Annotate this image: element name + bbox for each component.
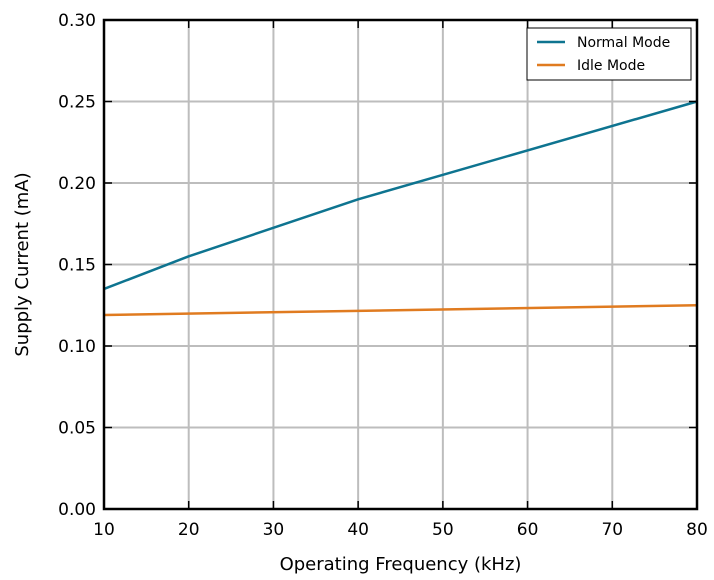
x-tick-label: 10 (93, 520, 115, 540)
y-tick-label: 0.20 (58, 174, 96, 194)
legend-box (526, 27, 692, 81)
x-axis-label: Operating Frequency (kHz) (280, 554, 522, 575)
x-axis-ticks: 10 20 30 40 50 60 70 80 (93, 20, 708, 540)
y-tick-label: 0.00 (58, 500, 96, 520)
series-lines (103, 100, 698, 317)
legend-label-idle-mode: Idle Mode (577, 58, 645, 74)
series-line-normal-mode (103, 100, 698, 291)
x-tick-label: 40 (347, 520, 369, 540)
y-axis-ticks: 0.00 0.05 0.10 0.15 0.20 0.25 0.30 (58, 11, 697, 520)
y-tick-label: 0.10 (58, 337, 96, 357)
grid-lines (103, 19, 698, 510)
y-tick-label: 0.05 (58, 419, 96, 439)
x-tick-label: 30 (263, 520, 285, 540)
x-tick-label: 70 (601, 520, 623, 540)
y-tick-label: 0.15 (58, 256, 96, 276)
legend: Normal Mode Idle Mode (526, 27, 692, 81)
x-tick-label: 80 (686, 520, 708, 540)
x-tick-label: 20 (178, 520, 200, 540)
legend-label-normal-mode: Normal Mode (577, 35, 670, 51)
x-tick-label: 50 (432, 520, 454, 540)
y-axis-label: Supply Current (mA) (12, 172, 33, 356)
x-tick-label: 60 (517, 520, 539, 540)
y-tick-label: 0.25 (58, 93, 96, 113)
series-line-idle-mode (103, 304, 698, 317)
y-tick-label: 0.30 (58, 11, 96, 31)
